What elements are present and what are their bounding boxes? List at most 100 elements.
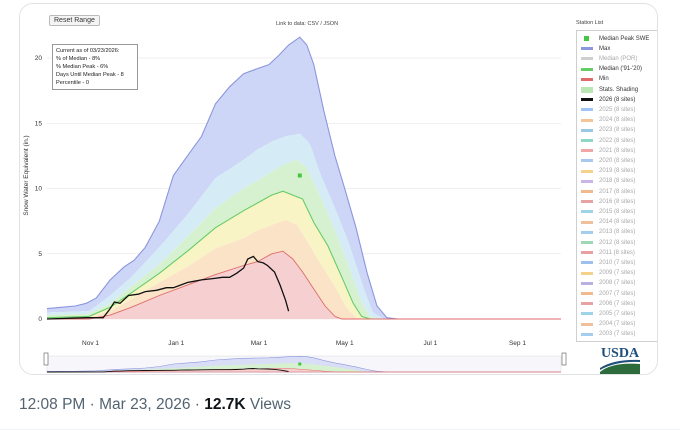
legend-label: 2003 (7 sites)	[599, 331, 636, 338]
legend-label: Max	[599, 45, 611, 52]
info-percentile: Percentile - 0	[56, 80, 89, 86]
y-tick-label: 0	[38, 316, 42, 323]
legend-item[interactable]: 2006 (7 sites)	[581, 299, 635, 308]
legend-item[interactable]: 2004 (7 sites)	[581, 320, 635, 329]
legend-item[interactable]: 2003 (7 sites)	[581, 330, 635, 339]
legend-swatch	[581, 57, 593, 61]
legend-label: Median ('91-'20)	[599, 66, 642, 73]
legend-label: Median Peak SWE	[599, 35, 650, 42]
legend-label: 2017 (8 sites)	[599, 188, 636, 195]
legend-item[interactable]: 2009 (7 sites)	[581, 269, 635, 278]
legend-item[interactable]: 2026 (8 sites)	[581, 95, 635, 104]
legend-label: Median (POR)	[599, 55, 638, 62]
legend-item[interactable]: Median (POR)	[581, 54, 637, 63]
legend-swatch	[581, 220, 593, 224]
status-info-box: Current as of 03/23/2026: % of Median - …	[52, 44, 138, 90]
legend-swatch	[584, 36, 589, 41]
data-link[interactable]: Link to data: CSV / JSON	[276, 21, 339, 27]
legend-item[interactable]: 2021 (8 sites)	[581, 146, 635, 155]
band-p70-p50	[47, 159, 561, 319]
legend-item[interactable]: 2014 (8 sites)	[581, 218, 635, 227]
legend-swatch	[581, 200, 593, 204]
chart-card: Reset Range Link to data: CSV / JSON Sta…	[19, 3, 658, 375]
legend-item[interactable]: 2017 (8 sites)	[581, 187, 635, 196]
legend-label: 2016 (8 sites)	[599, 198, 636, 205]
legend-item[interactable]: 2023 (8 sites)	[581, 126, 635, 135]
max-line	[46, 36, 561, 320]
legend-item[interactable]: 2025 (8 sites)	[581, 105, 635, 114]
legend-label: 2014 (8 sites)	[599, 219, 636, 226]
legend-label: 2007 (7 sites)	[599, 290, 636, 297]
legend-item[interactable]: 2019 (8 sites)	[581, 167, 635, 176]
legend-swatch	[581, 271, 593, 275]
legend-swatch	[581, 47, 593, 51]
band-p50-p30	[47, 191, 561, 319]
legend-label: 2006 (7 sites)	[599, 300, 636, 307]
legend-label: 2011 (8 sites)	[599, 249, 635, 256]
y-tick-label: 10	[35, 186, 43, 193]
reset-range-button[interactable]: Reset Range	[49, 15, 100, 26]
legend-item[interactable]: 2013 (8 sites)	[581, 228, 635, 237]
legend-label: Stats. Shading	[599, 86, 639, 93]
legend-item[interactable]: 2011 (8 sites)	[581, 248, 635, 257]
legend-item[interactable]: 2008 (7 sites)	[581, 279, 635, 288]
legend-item[interactable]: 2022 (8 sites)	[581, 136, 635, 145]
legend-item[interactable]: 2010 (7 sites)	[581, 258, 635, 267]
band-max-p90	[47, 37, 561, 319]
x-tick-label: Mar 1	[251, 340, 268, 347]
legend-item[interactable]: 2024 (8 sites)	[581, 116, 635, 125]
legend-item[interactable]: Max	[581, 44, 610, 53]
legend-item[interactable]: 2005 (7 sites)	[581, 309, 635, 318]
legend-swatch	[581, 118, 593, 122]
navigator-median-band	[47, 363, 561, 372]
x-tick-label: Jul 1	[424, 340, 438, 347]
legend-item[interactable]: Stats. Shading	[581, 85, 638, 94]
legend-item[interactable]: 2015 (8 sites)	[581, 207, 635, 216]
x-axis-ticks: Nov 1 Jan 1 Mar 1 May 1 Jul 1 Sep 1	[82, 340, 526, 347]
min-line	[47, 250, 561, 320]
legend-item[interactable]: 2007 (7 sites)	[581, 289, 635, 298]
legend-label: 2008 (7 sites)	[599, 280, 636, 287]
legend-swatch	[581, 292, 593, 295]
legend-swatch	[581, 169, 593, 173]
legend-label: 2009 (7 sites)	[599, 270, 636, 277]
y-axis-label: Snow Water Equivalent (in.)	[23, 135, 30, 215]
legend-item[interactable]: 2018 (8 sites)	[581, 177, 635, 186]
legend-item[interactable]: Median Peak SWE	[581, 34, 649, 43]
legend-swatch	[581, 179, 593, 183]
legend-label: 2023 (8 sites)	[599, 127, 636, 134]
legend-item[interactable]: 2012 (8 sites)	[581, 238, 635, 247]
legend-swatch	[581, 190, 593, 193]
post-time: 12:08 PM · Mar 23, 2026 ·	[19, 396, 205, 413]
legend-label: 2018 (8 sites)	[599, 178, 636, 185]
band-p30-p10	[47, 219, 561, 319]
range-navigator[interactable]	[43, 352, 567, 373]
view-count: 12.7K	[204, 396, 246, 413]
stat-bands	[47, 37, 561, 319]
legend-swatch	[581, 98, 593, 102]
legend-item[interactable]: 2016 (8 sites)	[581, 197, 635, 206]
legend-swatch	[581, 241, 593, 244]
navigator-peak-marker	[298, 362, 302, 366]
legend-label: 2019 (8 sites)	[599, 168, 636, 175]
usda-logo: USDA	[600, 346, 640, 374]
info-days-until-peak: Days Until Median Peak - 8	[56, 72, 124, 78]
navigator-2026	[46, 368, 289, 373]
legend-swatch	[581, 139, 593, 142]
legend-label: 2013 (8 sites)	[599, 229, 636, 236]
legend-label: 2022 (8 sites)	[599, 137, 636, 144]
legend-swatch	[581, 67, 593, 71]
x-tick-label: May 1	[336, 340, 354, 347]
legend-item[interactable]: 2020 (8 sites)	[581, 156, 635, 165]
band-p10-min	[47, 251, 561, 319]
navigator-left-handle	[43, 352, 49, 366]
legend-swatch	[581, 230, 593, 234]
legend-swatch	[581, 322, 593, 326]
legend-item[interactable]: Median ('91-'20)	[581, 65, 642, 74]
legend-item[interactable]: Min	[581, 75, 609, 84]
navigator-min	[47, 367, 561, 373]
legend-swatch	[581, 302, 593, 306]
tweet-timestamp: 12:08 PM · Mar 23, 2026 · 12.7K Views	[19, 396, 291, 414]
y-tick-label: 15	[35, 120, 43, 127]
